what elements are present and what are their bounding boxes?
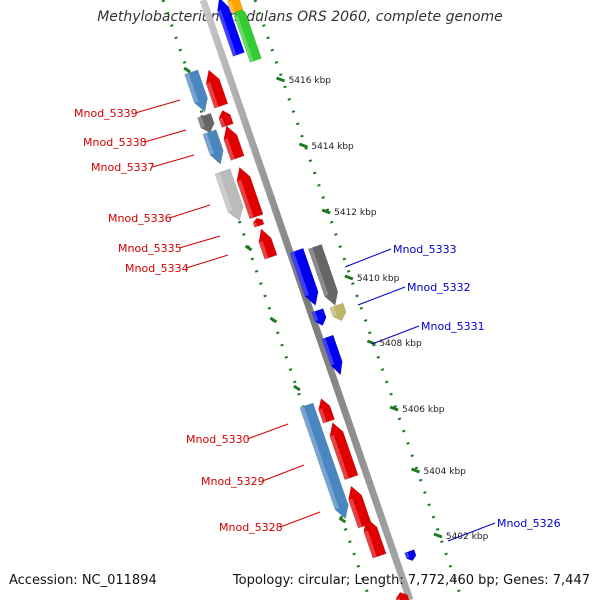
ruler-major-tick	[344, 274, 354, 281]
ruler-major-tick	[410, 467, 421, 474]
gene-arrow[interactable]	[326, 420, 359, 481]
leader-line	[152, 154, 195, 168]
ruler-major-tick	[389, 405, 399, 412]
leader-line	[371, 325, 420, 345]
gene-label-mnod_5333[interactable]: Mnod_5333	[393, 243, 457, 256]
tick-label: 5410 kbp	[357, 274, 400, 284]
ruler-major-tick	[276, 76, 286, 83]
tick-label: 5404 kbp	[423, 467, 466, 477]
tick-label: 5406 kbp	[402, 405, 445, 415]
ruler-major-tick	[244, 244, 253, 252]
ruler-major-tick	[269, 316, 278, 324]
dna-backbone	[199, 0, 414, 600]
tick-label: 5414 kbp	[311, 142, 354, 152]
gene-arrow[interactable]	[329, 302, 348, 323]
gene-arrow[interactable]	[404, 549, 418, 563]
ruler-major-tick	[433, 532, 443, 539]
leader-line	[169, 204, 211, 219]
map-title: Methylobacterium nodulans ORS 2060, comp…	[97, 9, 503, 25]
tick-label: 5408 kbp	[379, 339, 422, 349]
ruler-major-tick	[338, 516, 347, 524]
gene-arrow[interactable]	[202, 129, 227, 167]
gene-arrow[interactable]	[315, 397, 335, 424]
ruler-major-tick	[293, 384, 301, 392]
gene-label-mnod_5332[interactable]: Mnod_5332	[407, 281, 471, 294]
gene-label-mnod_5330[interactable]: Mnod_5330	[186, 433, 250, 446]
leader-line	[179, 235, 221, 249]
gene-features[interactable]	[184, 0, 418, 600]
gene-arrow[interactable]	[255, 227, 278, 260]
gene-arrow[interactable]	[307, 244, 341, 307]
gene-arrow[interactable]	[214, 168, 247, 223]
gene-label-mnod_5336[interactable]: Mnod_5336	[108, 212, 172, 225]
gene-label-mnod_5334[interactable]: Mnod_5334	[125, 262, 189, 275]
label-leader-lines	[135, 99, 496, 542]
gene-arrow[interactable]	[184, 69, 212, 114]
gene-arrow[interactable]	[197, 112, 216, 135]
gene-label-mnod_5338[interactable]: Mnod_5338	[83, 136, 147, 149]
tick-label: 5412 kbp	[334, 208, 377, 218]
leader-line	[357, 286, 406, 306]
gene-arrow[interactable]	[311, 308, 329, 327]
gene-arrow[interactable]	[217, 108, 234, 128]
leader-line	[186, 254, 229, 269]
leader-line	[135, 99, 181, 114]
leader-line	[280, 511, 321, 528]
leader-line	[247, 423, 289, 440]
ruler-major-tick	[183, 66, 191, 74]
gene-label-mnod_5326[interactable]: Mnod_5326	[497, 517, 561, 530]
accession-text: Accession: NC_011894	[9, 573, 157, 588]
gene-arrow[interactable]	[360, 516, 387, 559]
genome-summary-text: Topology: circular; Length: 7,772,460 bp…	[232, 573, 590, 588]
gene-label-mnod_5337[interactable]: Mnod_5337	[91, 161, 155, 174]
tick-label: 5402 kbp	[446, 532, 489, 542]
gene-label-mnod_5329[interactable]: Mnod_5329	[201, 475, 265, 488]
ruler-dots	[253, 0, 464, 600]
gene-arrow[interactable]	[233, 165, 264, 220]
leader-line	[344, 248, 392, 268]
leader-line	[144, 129, 187, 143]
leader-line	[262, 464, 305, 482]
gene-arrow[interactable]	[220, 124, 245, 161]
gene-arrow[interactable]	[321, 334, 346, 377]
gene-label-mnod_5328[interactable]: Mnod_5328	[219, 521, 283, 534]
gene-arrow[interactable]	[202, 68, 229, 109]
gene-arrow[interactable]	[289, 247, 322, 307]
ruler-major-tick	[321, 208, 331, 215]
gene-label-mnod_5339[interactable]: Mnod_5339	[74, 107, 138, 120]
gene-arrow[interactable]	[299, 402, 352, 521]
gene-label-mnod_5331[interactable]: Mnod_5331	[421, 320, 485, 333]
gene-arrow[interactable]	[252, 217, 265, 228]
ruler-tick-labels: 5416 kbp 5414 kbp 5412 kbp 5410 kbp 5408 kbp…	[289, 76, 489, 542]
gene-labels[interactable]: Mnod_5339 Mnod_5338 Mnod_5337 Mnod_5336 Mnod…	[74, 107, 561, 534]
gene-arrow[interactable]	[225, 0, 244, 14]
gene-label-mnod_5335[interactable]: Mnod_5335	[118, 242, 182, 255]
tick-label: 5416 kbp	[289, 76, 332, 86]
ruler-major-tick	[298, 142, 308, 149]
gene-arrow[interactable]	[214, 0, 245, 57]
leader-line	[447, 522, 496, 542]
